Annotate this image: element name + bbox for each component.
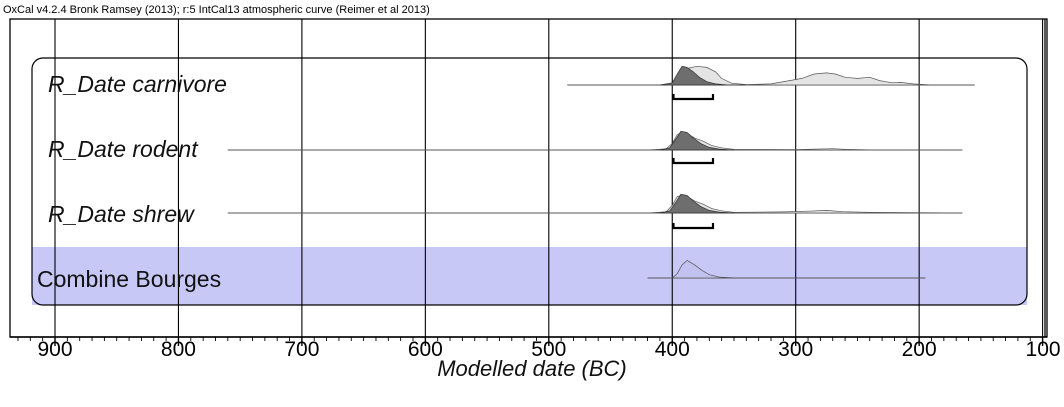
x-axis: 900 800 700 600 500 400 300 200 100: [10, 336, 1061, 361]
x-tick-label-100: 100: [1026, 338, 1061, 361]
range-bracket-r-date-rodent: [672, 158, 715, 165]
range-bracket-r-date-shrew: [672, 223, 715, 230]
row-r-date-shrew: R_Date shrew: [48, 193, 963, 230]
x-tick-label-800: 800: [161, 338, 196, 361]
rows-layer: R_Date carnivore R_Date rodent R_Date shre…: [37, 65, 975, 292]
group-box: [31, 57, 1028, 306]
row-label-r-date-shrew: R_Date shrew: [48, 201, 195, 227]
posterior-distribution-r-date-rodent: [659, 130, 735, 151]
x-axis-title: Modelled date (BC): [437, 356, 627, 381]
header-text: OxCal v4.2.4 Bronk Ramsey (2013); r:5 In…: [3, 4, 430, 16]
row-label-r-date-carnivore: R_Date carnivore: [48, 71, 227, 97]
x-tick-label-400: 400: [655, 338, 690, 361]
posterior-distribution-r-date-shrew: [659, 193, 735, 214]
posterior-distribution-r-date-carnivore: [659, 65, 747, 86]
background-layer: [32, 247, 1027, 305]
prior-distribution-r-date-shrew: [227, 195, 963, 214]
prior-distribution-r-date-carnivore: [567, 65, 975, 86]
grid-layer: [9, 18, 1048, 338]
x-tick-label-600: 600: [408, 338, 443, 361]
x-tick-label-900: 900: [37, 338, 72, 361]
row-label-r-date-rodent: R_Date rodent: [48, 136, 199, 162]
prior-distribution-r-date-rodent: [227, 132, 963, 151]
row-combine-bourges: Combine Bourges: [37, 259, 926, 292]
range-bracket-r-date-carnivore: [672, 94, 715, 101]
x-tick-label-700: 700: [284, 338, 319, 361]
x-tick-label-500: 500: [531, 338, 566, 361]
prior-distribution-combine-bourges: [647, 259, 926, 279]
row-label-combine-bourges: Combine Bourges: [37, 266, 221, 292]
highlight-band: [32, 247, 1027, 305]
x-tick-label-300: 300: [778, 338, 813, 361]
row-r-date-rodent: R_Date rodent: [48, 130, 963, 165]
row-r-date-carnivore: R_Date carnivore: [48, 65, 975, 101]
x-tick-label-200: 200: [902, 338, 937, 361]
